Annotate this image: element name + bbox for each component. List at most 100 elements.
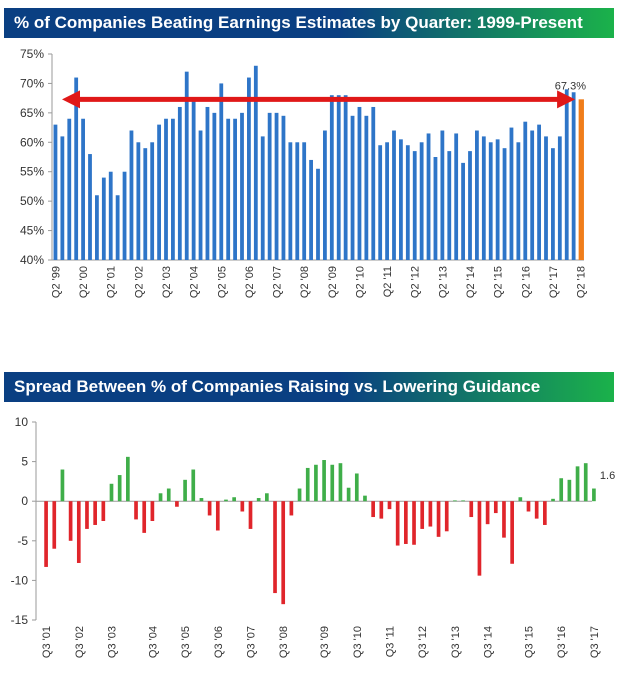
bar [265,493,269,502]
bar [571,92,576,260]
x-tick-label: Q2 '08 [299,266,311,298]
bar [232,497,236,502]
bar [461,162,465,260]
x-tick-label: Q2 '03 [161,266,173,298]
y-tick-label: 40% [20,253,44,267]
y-tick-label: 5 [21,455,28,469]
bar [136,142,141,260]
bar [289,501,294,516]
bar [171,118,175,260]
reference-arrow-right-head [557,90,576,109]
bar [433,157,438,260]
bar [387,501,392,510]
bar [207,501,212,516]
y-tick-label: 70% [20,76,44,90]
bar [184,71,189,261]
bar [297,488,302,502]
bar [404,501,408,544]
x-tick-label: Q2 '01 [106,266,118,298]
bar [363,495,367,502]
bar [256,498,261,502]
bar [426,133,431,260]
bar [395,501,400,546]
bar [405,145,410,260]
x-tick-label: Q2 '99 [50,266,62,298]
bar [295,142,300,260]
latest-value-label: 1.6 [600,470,615,482]
bar [468,151,472,260]
bar [583,463,588,502]
bar [336,95,341,260]
bar [475,130,479,260]
x-tick-label: Q3 '09 [319,626,331,658]
bar [68,501,73,541]
bar [164,118,168,260]
bar [543,501,547,525]
bar [329,95,334,260]
bar [346,487,351,502]
y-tick-label: 50% [20,194,44,208]
bar [60,136,65,260]
bar [53,124,58,260]
x-tick-label: Q3 '03 [107,626,119,658]
bar [567,479,572,502]
x-tick-label: Q3 '02 [74,626,86,658]
bar [122,171,127,260]
bar [592,488,596,502]
bar [44,501,48,567]
bar [199,498,204,502]
x-tick-label: Q2 '13 [437,266,449,298]
bar [76,501,81,563]
bar [302,142,307,260]
y-tick-label: 0 [21,494,28,508]
bar [158,493,163,502]
bar [175,501,179,507]
bar [392,130,396,260]
bar [516,142,521,260]
bar [157,124,161,260]
bar [534,501,539,519]
bar [453,500,457,502]
bar [485,501,490,525]
bar [88,154,92,260]
bar [378,145,383,260]
bar [412,151,417,260]
bar [134,501,138,520]
chart-title-banner-1: % of Companies Beating Earnings Estimate… [4,8,614,38]
bar [420,501,425,529]
x-tick-label: Q3 '01 [41,626,53,658]
bar [67,118,72,260]
bar [240,501,245,512]
bar [248,501,253,529]
x-tick-label: Q2 '15 [493,266,505,298]
bar [129,130,134,260]
bar [183,479,187,502]
x-tick-label: Q3 '11 [385,626,397,657]
x-tick-label: Q2 '11 [382,266,394,297]
bar [551,148,555,260]
bar [477,501,482,576]
bar [52,501,57,549]
y-tick-label: -15 [11,613,29,627]
bar [288,142,293,260]
bar [253,65,258,261]
x-tick-label: Q3 '07 [246,626,258,658]
bar [95,195,99,260]
bar [191,469,196,502]
bar [60,469,65,502]
bar [191,101,196,260]
bar [260,136,265,260]
bar [481,136,486,260]
bar [101,501,106,521]
x-tick-label: Q3 '16 [556,626,568,658]
y-tick-label: 75% [20,47,44,61]
bar [143,148,148,260]
bar-latest [578,99,584,260]
bar [205,106,210,260]
bar [85,501,89,529]
bar [454,133,459,260]
bar [267,112,272,260]
bar [518,497,523,502]
bar [101,177,106,260]
x-tick-label: Q3 '08 [278,626,290,658]
